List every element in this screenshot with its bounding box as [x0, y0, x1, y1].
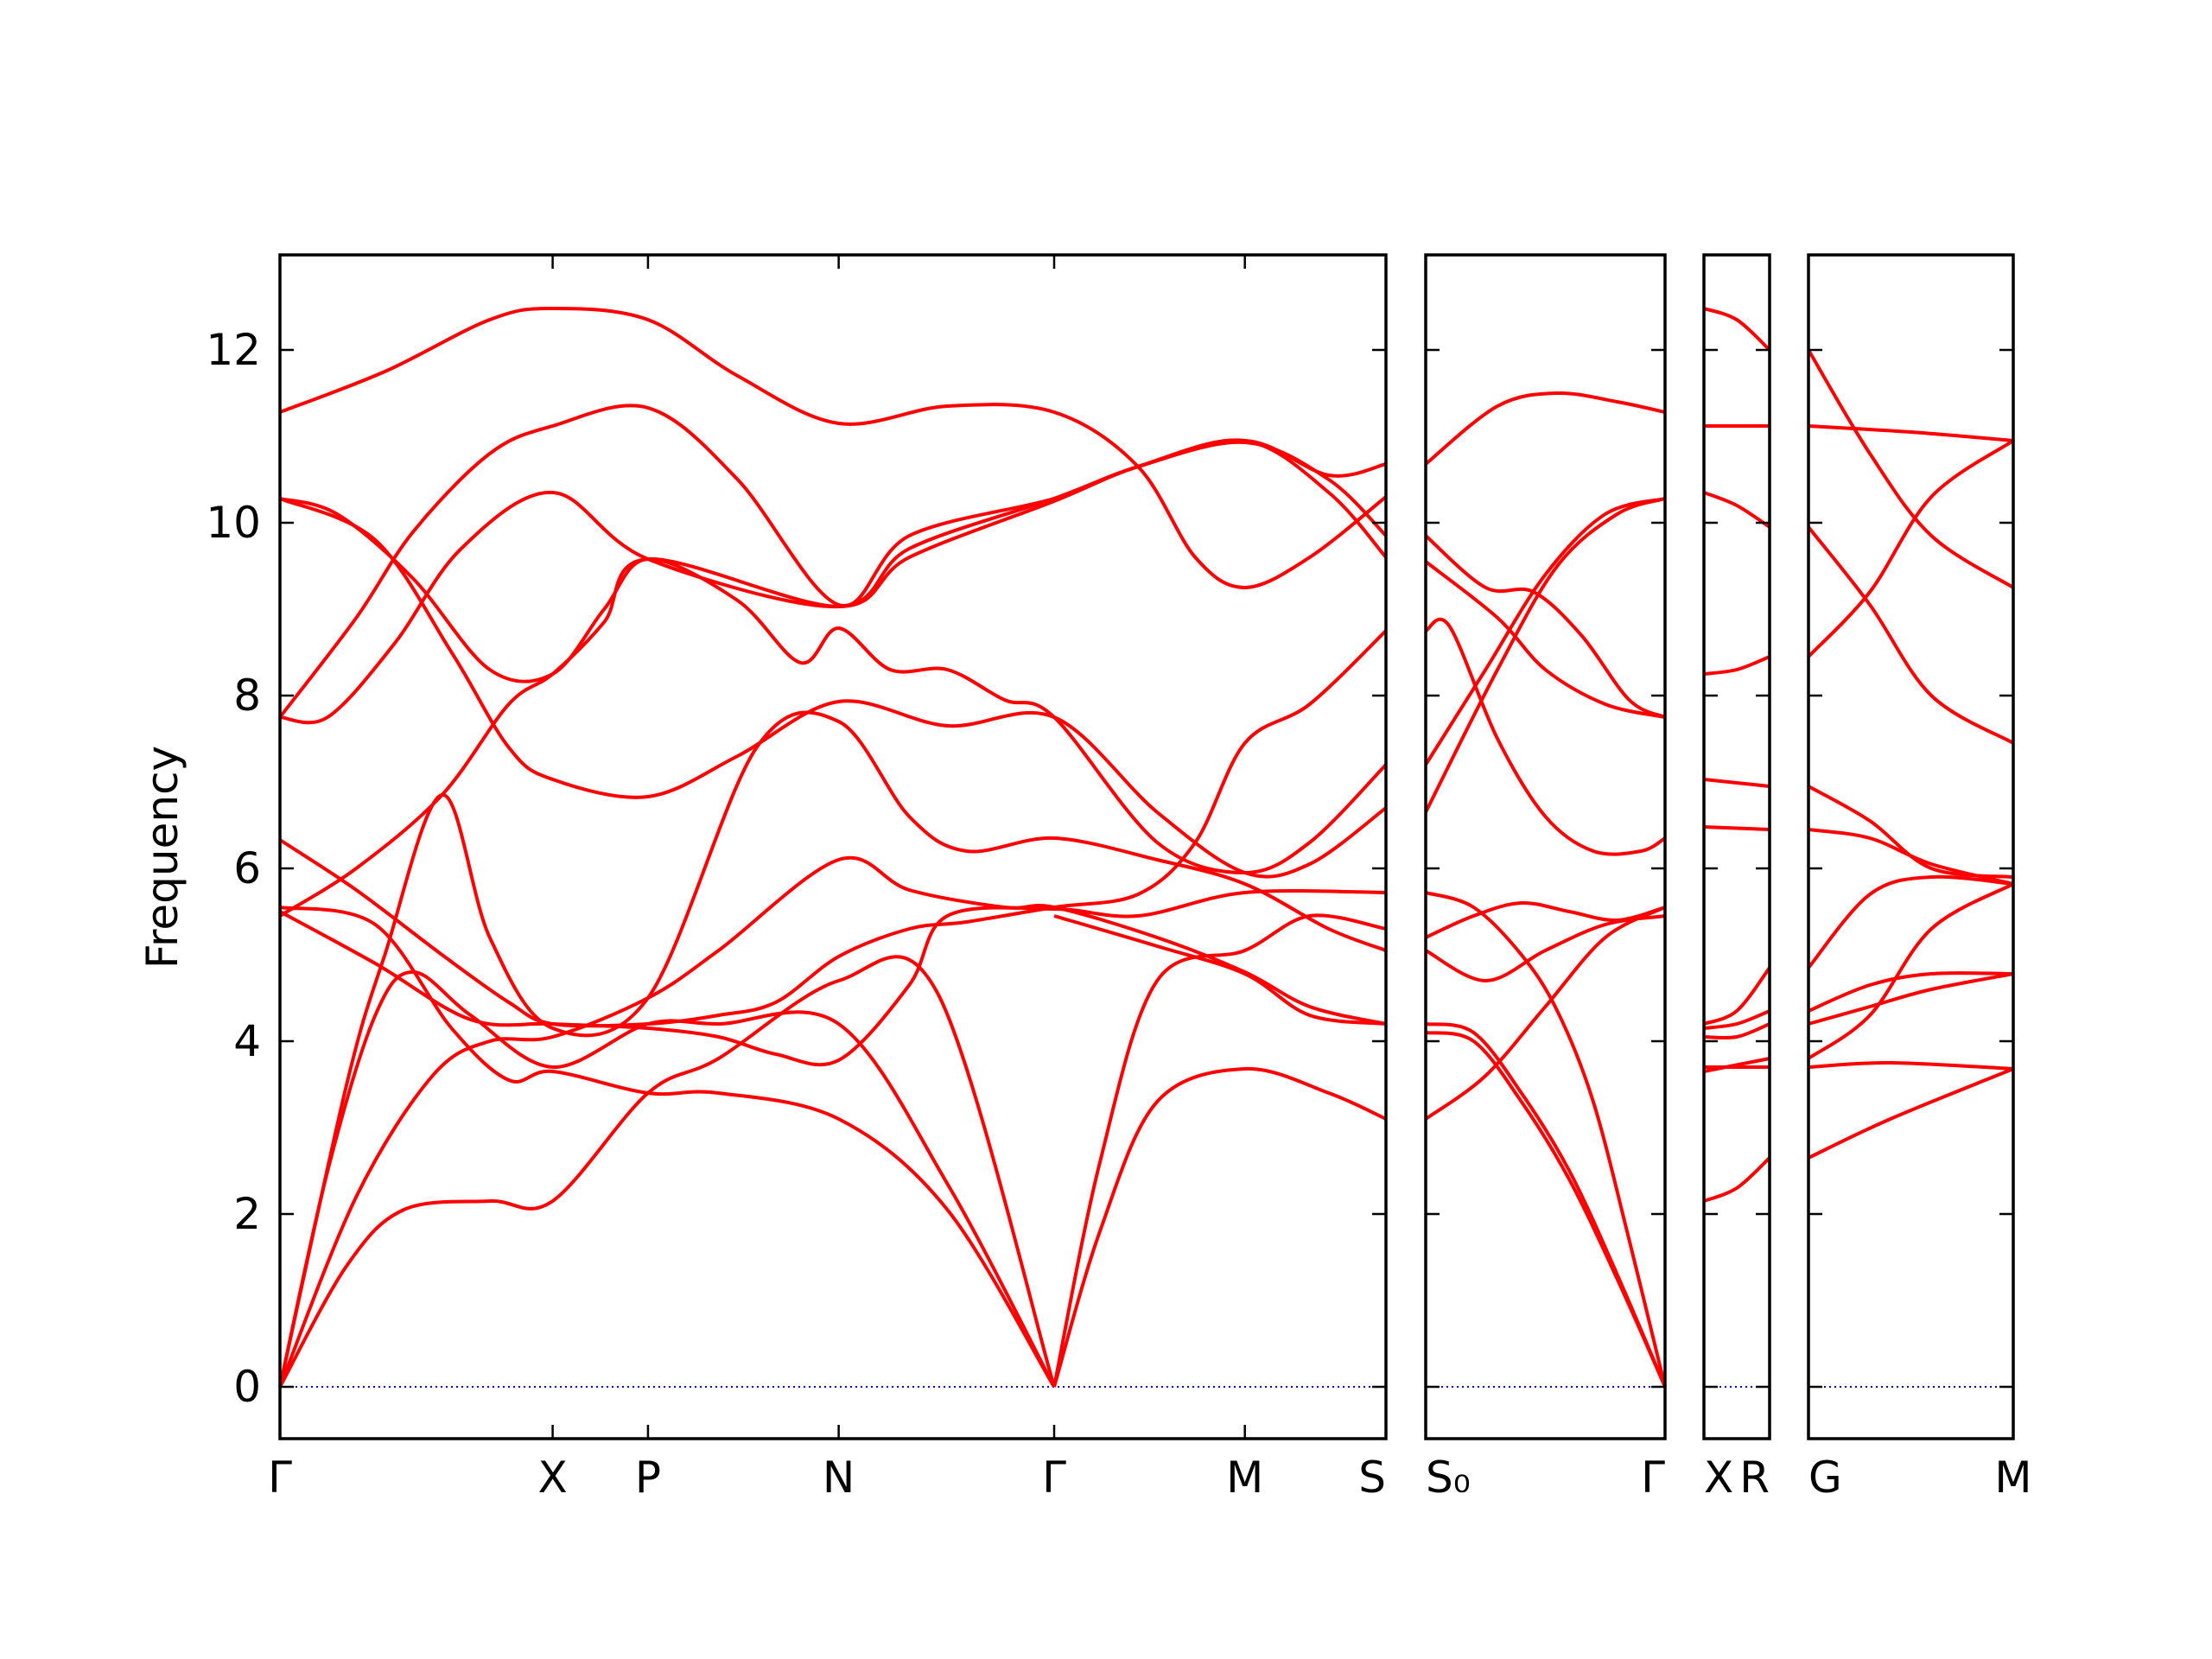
x-tick-label: S₀	[1426, 1452, 1471, 1503]
x-tick-label: R	[1739, 1452, 1770, 1503]
panel-2: S₀ Γ	[1424, 253, 1667, 1503]
band-10	[1425, 1022, 1667, 1388]
band-9	[279, 906, 1056, 1389]
band-6	[1424, 497, 1666, 813]
band-3	[1807, 525, 2015, 745]
band-10	[1807, 882, 2014, 1060]
band-10	[278, 970, 1056, 1388]
x-tick-label: M	[1226, 1452, 1263, 1503]
band-8	[1808, 971, 2014, 1013]
x-tick-label: N	[823, 1452, 855, 1503]
band-12	[1703, 1156, 1771, 1203]
x-tick-label: Γ	[268, 1452, 292, 1503]
panel-frame	[1424, 253, 1667, 1440]
band-6	[278, 629, 1388, 1028]
band-3	[1424, 560, 1666, 719]
band-2	[1424, 534, 1666, 719]
x-tick-label: P	[635, 1452, 661, 1503]
y-tick-label: 4	[233, 1016, 261, 1066]
band-8	[279, 889, 1387, 1067]
band-11	[1425, 1031, 1667, 1388]
band-9	[1703, 1022, 1770, 1040]
band-14	[1052, 1066, 1387, 1388]
x-tick-label: M	[1994, 1452, 2031, 1503]
band-4	[1703, 655, 1770, 676]
band-12	[1424, 906, 1666, 1121]
band-12	[278, 855, 1387, 1388]
band-5	[278, 404, 1388, 719]
band-1	[1807, 348, 2015, 589]
band-2	[1808, 424, 2014, 442]
band-5	[1703, 778, 1770, 788]
band-16	[1053, 914, 1387, 1026]
band-1	[1424, 391, 1666, 466]
band-4	[1424, 617, 1667, 856]
band-2	[279, 497, 1388, 879]
band-1	[1703, 307, 1771, 352]
x-tick-label: S	[1358, 1452, 1386, 1503]
y-tick-label: 6	[233, 843, 261, 893]
x-tick-label: Γ	[1042, 1452, 1066, 1503]
y-tick-label: 12	[206, 325, 261, 375]
band-7	[1703, 966, 1771, 1026]
band-8	[1703, 1009, 1770, 1030]
band-7	[278, 438, 1387, 918]
x-tick-label: G	[1808, 1452, 1842, 1503]
y-tick-label: 0	[233, 1362, 261, 1412]
y-tick-label: 10	[206, 498, 261, 548]
band-11	[278, 955, 1056, 1388]
band-12	[1808, 1067, 2014, 1160]
band-15	[1052, 913, 1387, 1388]
band-11	[1703, 1057, 1770, 1073]
band-4	[1807, 439, 2015, 658]
panel-1: Γ X P N Γ M S 0 2 4 6 8 10 12	[206, 253, 1388, 1503]
band-6	[1808, 828, 2014, 886]
y-tick-label: 8	[233, 671, 261, 721]
y-tick-label: 2	[233, 1189, 261, 1239]
band-9	[1808, 972, 2014, 1026]
panel-frame	[278, 253, 1388, 1440]
band-1	[279, 307, 1388, 589]
panel-frame	[1807, 253, 2015, 1440]
band-6	[1703, 825, 1770, 831]
band-7	[1807, 874, 2014, 969]
band-13	[278, 710, 1387, 1388]
band-3	[279, 497, 1388, 874]
panel-frame	[1702, 253, 1771, 1440]
x-tick-label: X	[1704, 1452, 1733, 1503]
x-tick-label: Γ	[1641, 1452, 1665, 1503]
band-11	[1808, 1060, 2014, 1071]
band-5	[1424, 497, 1666, 766]
x-tick-label: X	[537, 1452, 567, 1503]
y-axis-label: Frequency	[137, 746, 188, 969]
band-9	[1425, 914, 1666, 982]
